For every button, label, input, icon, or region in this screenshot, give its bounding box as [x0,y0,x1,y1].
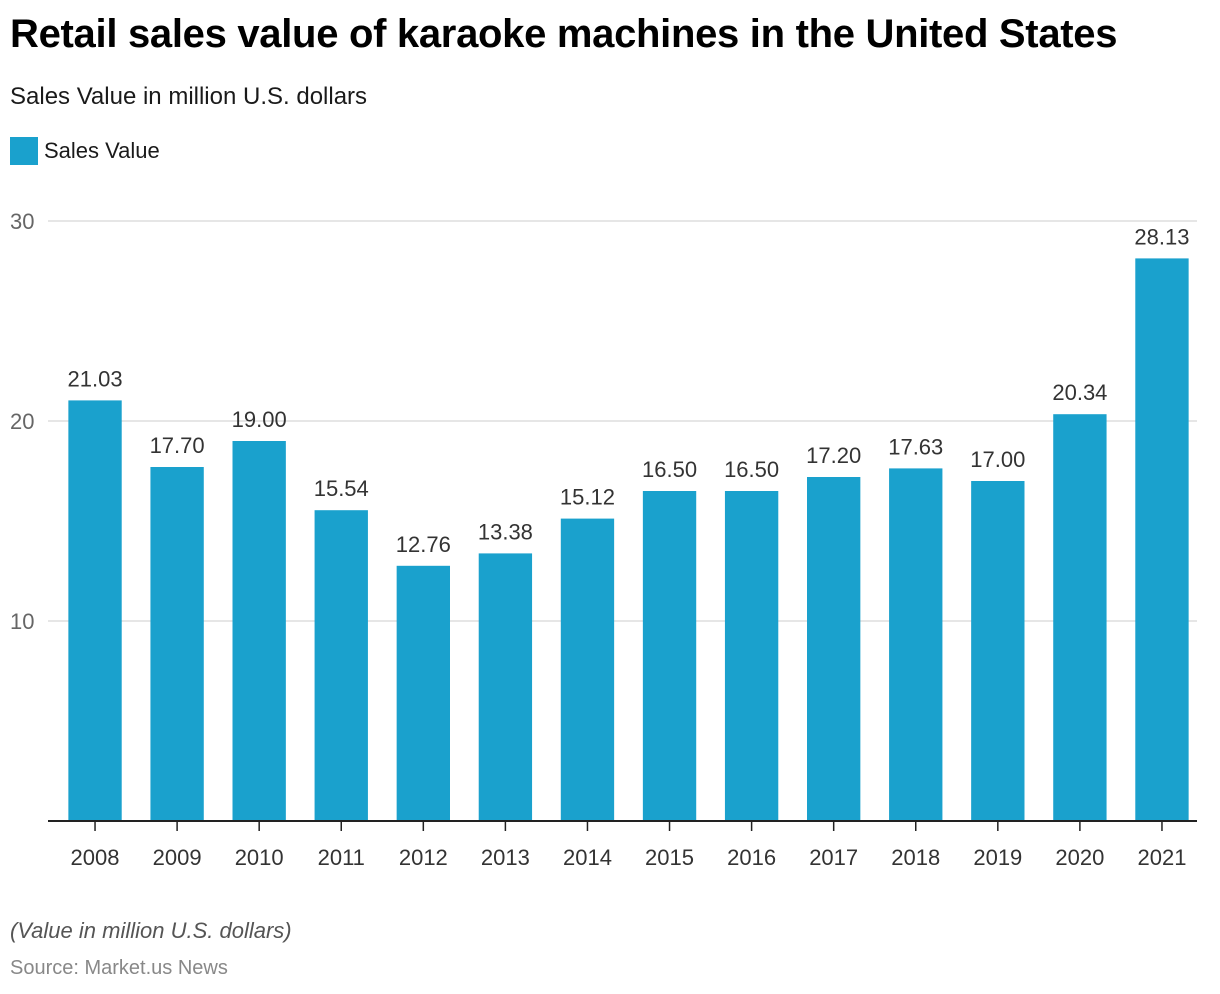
bar-2020 [1053,414,1107,821]
legend: Sales Value [10,137,160,165]
data-label-2009: 17.70 [150,433,205,458]
data-label-2019: 17.00 [970,447,1025,472]
data-label-2017: 17.20 [806,443,861,468]
bar-2009 [150,467,204,821]
bar-2008 [68,400,122,821]
x-tick-label-2011: 2011 [318,845,365,870]
data-label-2008: 21.03 [68,366,123,391]
data-label-2012: 12.76 [396,532,451,557]
bar-2019 [971,481,1025,821]
data-label-2015: 16.50 [642,457,697,482]
x-axis: 2008 2009 2010 2011 2012 2013 2014 2015 2016 2017… [48,820,1197,870]
chart-subtitle: Sales Value in million U.S. dollars [10,83,368,110]
x-tick-label-2017: 2017 [809,845,858,870]
data-label-2020: 20.34 [1052,380,1107,405]
x-tick-label-2009: 2009 [153,845,202,870]
data-label-2010: 19.00 [232,407,287,432]
bar-2017 [807,477,861,821]
data-labels: 21.03 17.70 19.00 15.54 12.76 13.38 15.12 16.50… [68,224,1190,556]
x-tick-label-2016: 2016 [727,845,776,870]
y-tick-label: 20 [10,409,34,434]
data-label-2021: 28.13 [1134,224,1189,249]
bar-2015 [642,491,697,821]
bar-2016 [724,491,779,821]
data-label-2011: 15.54 [314,476,369,501]
x-tick-label-2020: 2020 [1055,845,1104,870]
bar-2012 [396,565,450,821]
gridlines [48,220,1197,622]
bars [68,258,1189,821]
x-tick-label-2015: 2015 [645,845,694,870]
bar-2018 [889,468,943,821]
x-tick-label-2013: 2013 [481,845,530,870]
bar-2021 [1135,258,1189,821]
bar-2014 [560,518,615,821]
x-tick-label-2021: 2021 [1137,845,1186,870]
legend-label-sales-value: Sales Value [44,138,160,163]
x-tick-label-2019: 2019 [973,845,1022,870]
x-tick-label-2018: 2018 [891,845,940,870]
chart-note: (Value in million U.S. dollars) [10,918,292,943]
data-label-2016: 16.50 [724,457,779,482]
bar-2013 [478,553,533,821]
x-tick-label-2008: 2008 [71,845,120,870]
x-tick-label-2014: 2014 [563,845,612,870]
chart-source: Source: Market.us News [10,957,228,979]
data-label-2013: 13.38 [478,519,533,544]
bar-2010 [232,441,286,821]
bar-2011 [314,510,368,821]
y-tick-label: 10 [10,609,34,634]
x-tick-label-2012: 2012 [399,845,448,870]
chart-title: Retail sales value of karaoke machines i… [10,12,1118,56]
data-label-2018: 17.63 [888,434,943,459]
x-tick-label-2010: 2010 [235,845,284,870]
y-tick-label: 30 [10,209,34,234]
data-label-2014: 15.12 [560,485,615,510]
y-axis-tick-labels: 10 20 30 [10,209,34,634]
legend-swatch-sales-value [10,137,38,165]
